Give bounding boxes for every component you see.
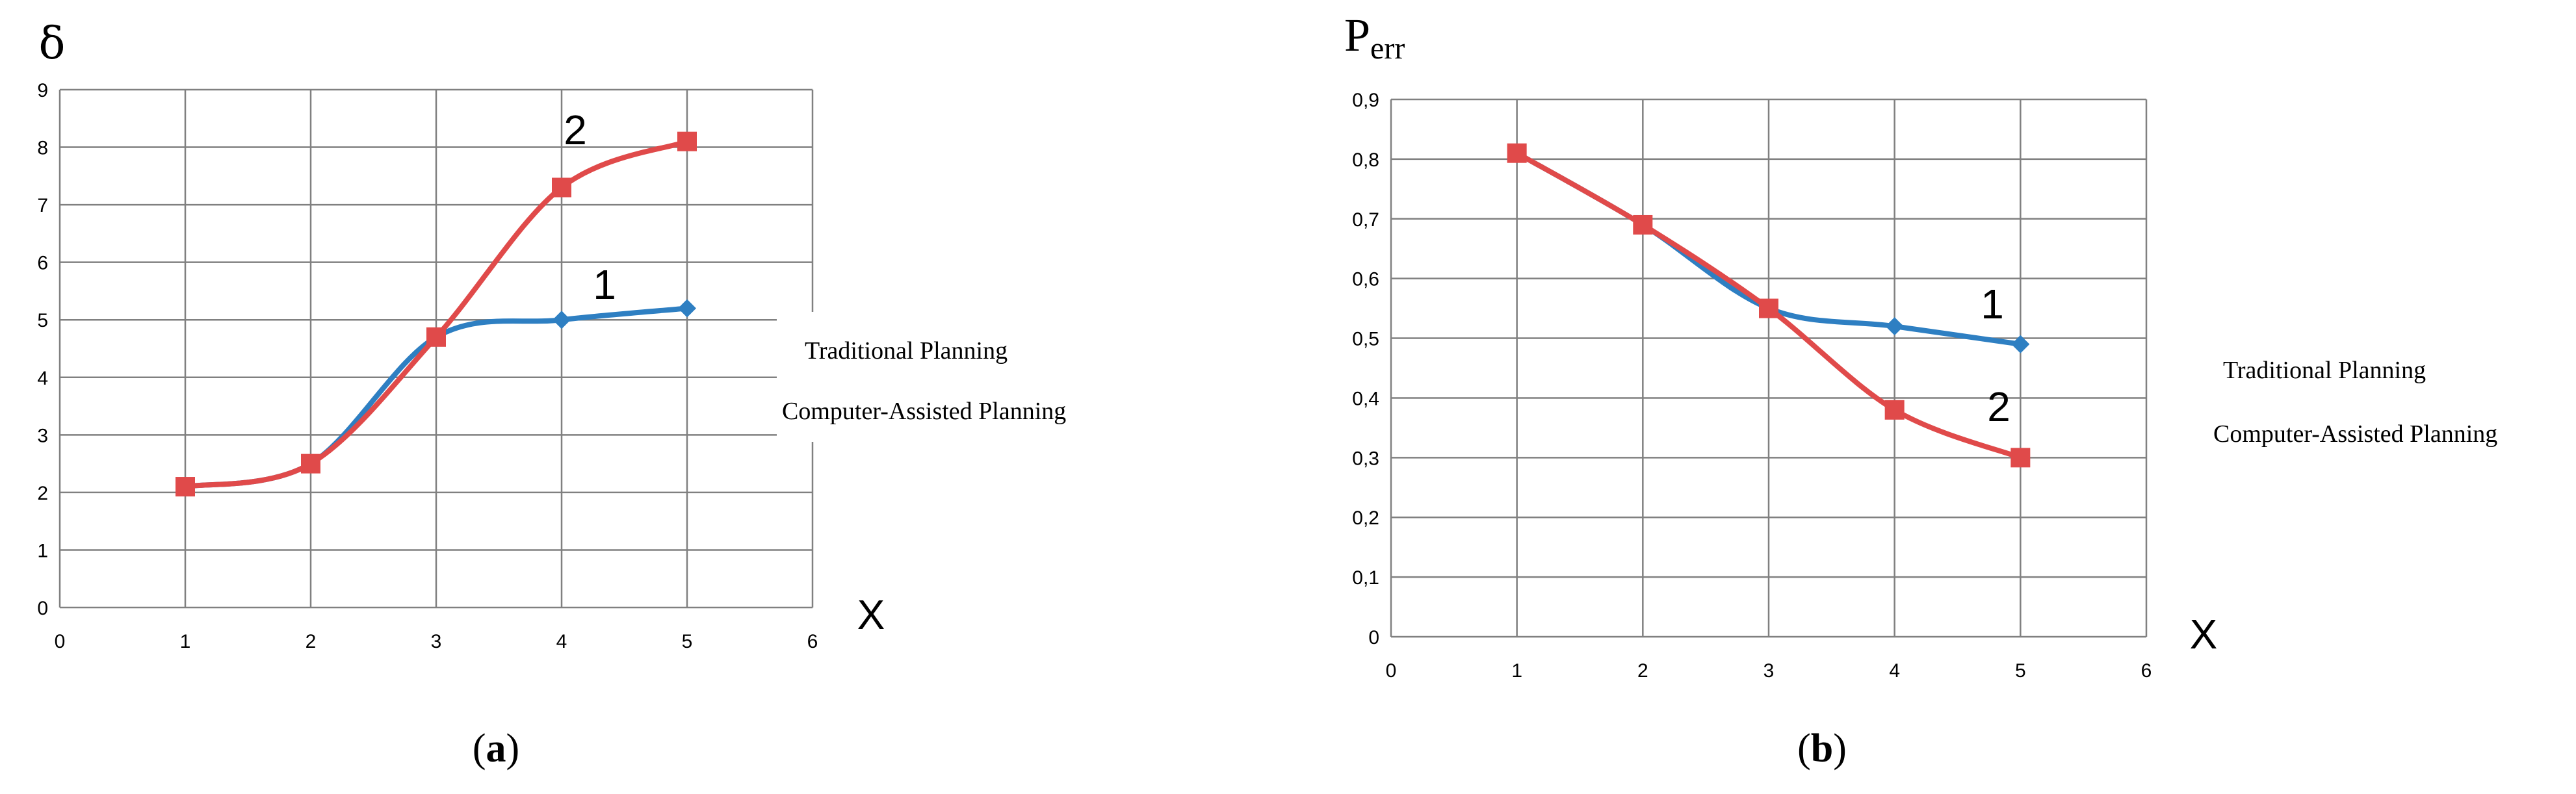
y-tick-label: 2	[37, 483, 48, 504]
y-tick-label: 0	[37, 598, 48, 619]
x-tick-label: 4	[1889, 660, 1900, 682]
y-tick-label: 0,7	[1352, 209, 1379, 231]
data-point-series-2	[1884, 400, 1905, 420]
y-tick-label: 0,5	[1352, 329, 1379, 350]
x-tick-label: 3	[1763, 660, 1775, 682]
x-axis-title: X	[857, 591, 885, 638]
x-tick-label: 4	[556, 631, 567, 652]
legend-background	[777, 312, 1141, 442]
data-point-series-1	[1885, 317, 1904, 336]
x-tick-label: 6	[2141, 660, 2152, 682]
y-tick-label: 0,4	[1352, 388, 1379, 409]
curve-label-2: 2	[564, 107, 587, 153]
y-axis-title: Perr	[1344, 9, 1405, 66]
data-point-series-1	[678, 299, 696, 318]
data-point-series-2	[176, 477, 195, 497]
y-tick-label: 0,1	[1352, 567, 1379, 589]
legend-entry-1: Traditional Planning	[2223, 357, 2426, 384]
y-axis-title: δ	[39, 18, 66, 70]
x-tick-label: 0	[55, 631, 66, 652]
x-tick-label: 1	[180, 631, 191, 652]
y-tick-label: 9	[37, 80, 48, 101]
y-tick-label: 3	[37, 425, 48, 446]
legend-entry-1: Traditional Planning	[805, 337, 1008, 365]
y-tick-label: 0,8	[1352, 149, 1379, 171]
data-point-series-2	[2010, 448, 2031, 468]
x-tick-label: 0	[1386, 660, 1397, 682]
x-tick-label: 3	[431, 631, 442, 652]
x-tick-label: 2	[1637, 660, 1648, 682]
chart-panel-b: 0 1 2 3 4 5 6 0 0,1 0,2 0,3 0,4 0,5 0,6 0,7 0,8 0,9 1 Trad…	[1344, 9, 2497, 771]
y-tick-label: 0	[1368, 627, 1379, 648]
data-point-series-2	[552, 177, 571, 198]
data-point-series-2	[301, 454, 320, 474]
y-tick-label: 0,9	[1352, 90, 1379, 111]
y-tick-label: 0,6	[1352, 269, 1379, 290]
x-axis-title: X	[2190, 611, 2218, 658]
x-tick-label: 1	[1511, 660, 1522, 682]
data-point-series-1	[2011, 335, 2030, 353]
data-point-series-1	[553, 311, 571, 329]
chart-panel-a: 0 1 2 3 4 5 6 0 1 2 3 4 5 6 7 8 9 1 Traditional Planning 2 C…	[37, 18, 1141, 771]
curve-label-1: 1	[593, 261, 616, 308]
panel-label: (b)	[1797, 726, 1847, 771]
y-tick-label: 0,3	[1352, 448, 1379, 469]
legend-entry-2: Computer-Assisted Planning	[782, 398, 1066, 425]
data-point-series-2	[1633, 214, 1653, 235]
x-tick-label: 5	[2015, 660, 2026, 682]
y-tick-label: 0,2	[1352, 507, 1379, 529]
y-tick-label: 4	[37, 368, 48, 389]
x-tick-label: 6	[807, 631, 818, 652]
y-tick-label: 8	[37, 138, 48, 159]
x-tick-label: 2	[306, 631, 317, 652]
data-point-series-2	[1759, 298, 1778, 318]
y-tick-label: 6	[37, 253, 48, 274]
curve-label-1: 1	[1981, 281, 2004, 327]
y-tick-label: 1	[37, 540, 48, 561]
data-point-series-2	[677, 131, 697, 151]
data-point-series-2	[426, 327, 446, 347]
curve-label-2: 2	[1987, 383, 2010, 430]
y-tick-label: 7	[37, 195, 48, 216]
y-tick-label: 5	[37, 310, 48, 331]
panel-label: (a)	[473, 726, 519, 771]
data-point-series-2	[1507, 143, 1527, 163]
legend-entry-2: Computer-Assisted Planning	[2213, 420, 2497, 448]
x-tick-label: 5	[682, 631, 693, 652]
